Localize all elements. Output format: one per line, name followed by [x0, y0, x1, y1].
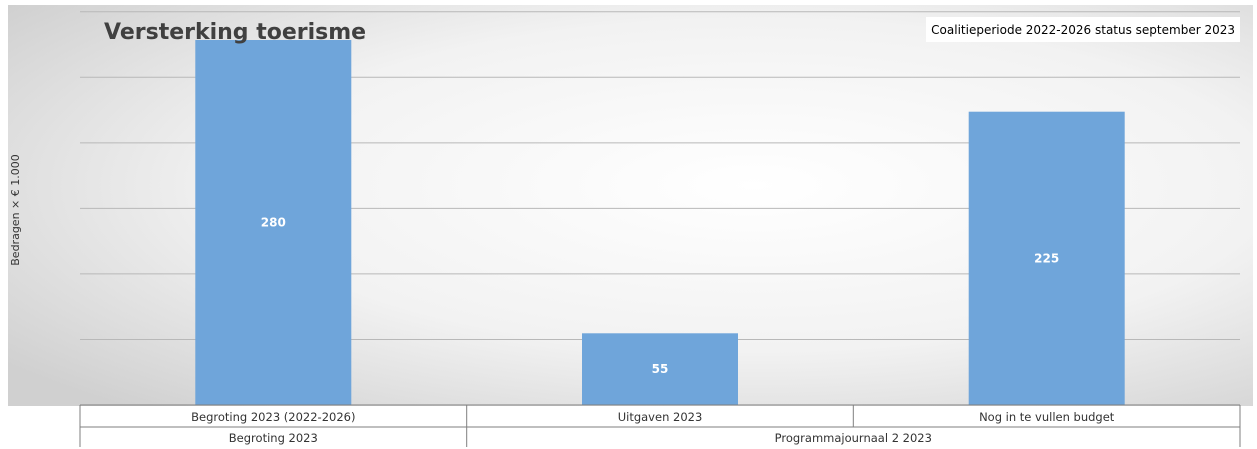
bars: 280 55 225: [195, 40, 1125, 405]
bar: [195, 40, 352, 405]
category-axis: Begroting 2023 (2022-2026) Uitgaven 2023 N…: [79, 404, 1241, 447]
category-group-label: Programmajournaal 2 2023: [775, 431, 932, 445]
bar-data-label: 280: [261, 216, 286, 230]
bar: [968, 111, 1125, 405]
bar-data-label: 225: [1034, 251, 1059, 265]
category-tick-label: Nog in te vullen budget: [979, 410, 1115, 424]
bar-data-label: 55: [652, 362, 669, 376]
status-note-box: [926, 17, 1240, 42]
y-axis-label: Bedragen × € 1.000: [9, 154, 22, 265]
bar: [582, 333, 738, 405]
category-tick-label: Begroting 2023 (2022-2026): [191, 410, 355, 424]
status-note: Coalitieperiode 2022-2026 status septemb…: [931, 23, 1235, 37]
category-tick-label: Uitgaven 2023: [618, 410, 703, 424]
chart-title: Versterking toerisme: [104, 20, 366, 45]
category-group-label: Begroting 2023: [229, 431, 318, 445]
